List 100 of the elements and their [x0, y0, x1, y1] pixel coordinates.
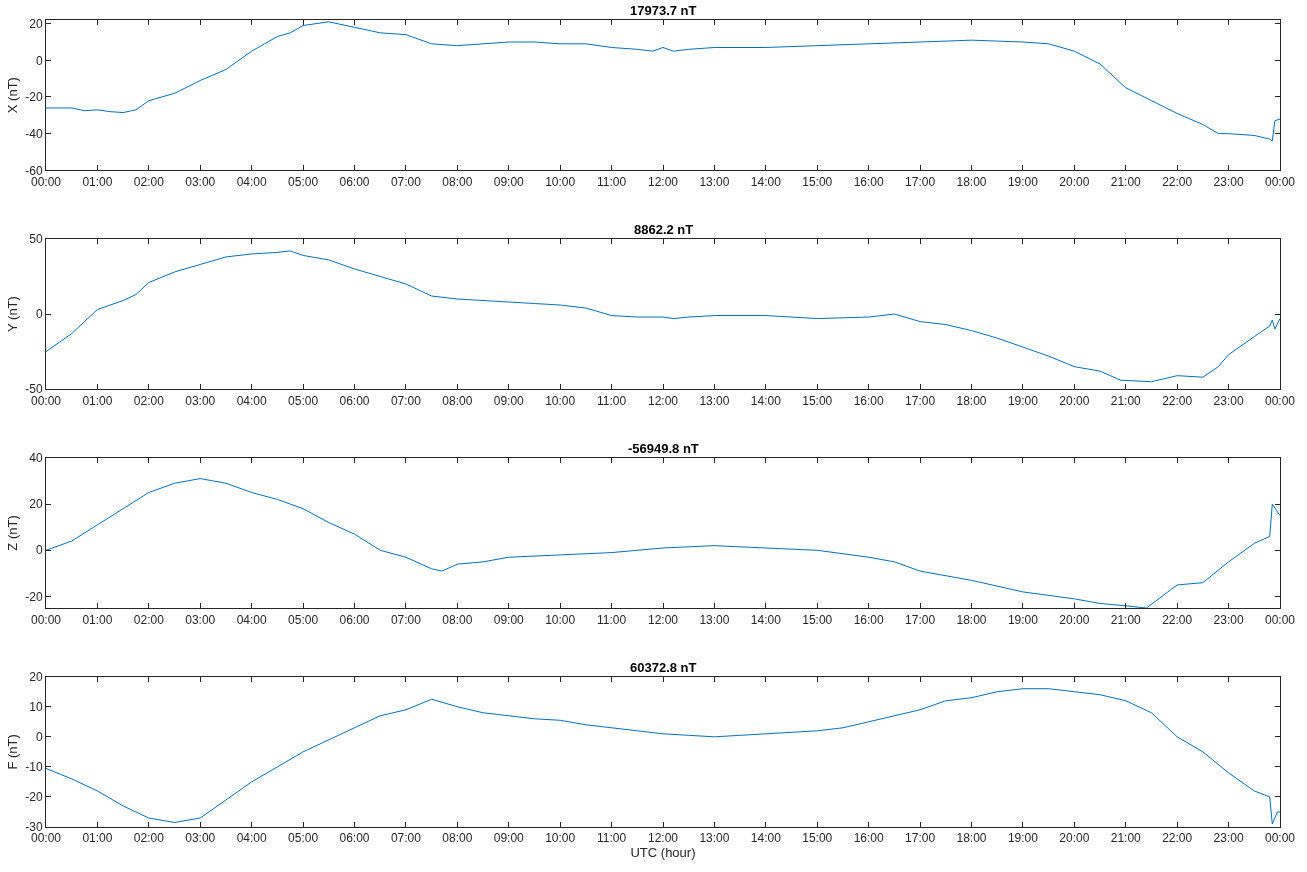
y-tick-label: -10 — [25, 760, 43, 775]
x-tick-label: 05:00 — [288, 393, 319, 408]
line-series — [46, 250, 1280, 383]
x-tick-label: 06:00 — [339, 174, 370, 189]
x-tick-label: 15:00 — [802, 612, 833, 627]
x-tick-label: 15:00 — [802, 831, 833, 846]
y-tick-label: 0 — [35, 730, 43, 745]
x-tick-label: 16:00 — [853, 612, 885, 627]
x-tick-label: 11:00 — [597, 831, 627, 846]
x-tick-label: 22:00 — [1162, 612, 1193, 627]
x-tick-label: 22:00 — [1162, 393, 1193, 408]
chart-title: 17973.7 nT — [630, 3, 697, 18]
x-tick-label: 04:00 — [236, 393, 268, 408]
x-tick-label: 14:00 — [750, 831, 782, 846]
y-tick-label: 0 — [35, 543, 43, 558]
x-tick-label: 02:00 — [133, 612, 165, 627]
x-tick-label: 19:00 — [1007, 393, 1039, 408]
x-tick-label: 05:00 — [288, 174, 319, 189]
x-tick-label: 00:00 — [1264, 612, 1296, 627]
x-tick-label: 06:00 — [339, 612, 370, 627]
x-tick-label: 20:00 — [1059, 174, 1090, 189]
y-axis-title: Y (nT) — [5, 296, 21, 332]
x-tick-label: 10:00 — [545, 612, 576, 627]
x-tick-label: 09:00 — [493, 831, 525, 846]
y-tick-label: 40 — [29, 451, 43, 465]
x-tick-label: 07:00 — [390, 393, 422, 408]
x-tick-label: 23:00 — [1213, 831, 1244, 846]
x-tick-label: 16:00 — [853, 831, 885, 846]
x-tick-label: 20:00 — [1059, 393, 1090, 408]
y-tick-label: 10 — [29, 699, 43, 714]
x-tick-label: 00:00 — [1264, 831, 1296, 846]
x-tick-label: 05:00 — [288, 831, 319, 846]
x-tick-label: 07:00 — [390, 174, 422, 189]
chart-title: 8862.2 nT — [634, 222, 694, 237]
x-tick-label: 03:00 — [185, 393, 216, 408]
x-tick-label: 10:00 — [545, 393, 576, 408]
x-tick-label: 21:00 — [1110, 612, 1142, 627]
x-tick-label: 15:00 — [802, 393, 833, 408]
x-tick-label: 16:00 — [853, 393, 885, 408]
x-tick-label: 19:00 — [1007, 831, 1039, 846]
x-tick-label: 09:00 — [493, 612, 525, 627]
x-tick-label: 04:00 — [236, 612, 268, 627]
x-tick-label: 21:00 — [1110, 393, 1142, 408]
x-tick-label: 08:00 — [442, 393, 473, 408]
x-tick-label: 18:00 — [956, 831, 987, 846]
x-tick-label: 14:00 — [750, 393, 782, 408]
x-tick-label: 06:00 — [339, 831, 370, 846]
x-tick-label: 15:00 — [802, 174, 833, 189]
x-tick-label: 22:00 — [1162, 831, 1193, 846]
x-tick-label: 10:00 — [545, 831, 576, 846]
x-tick-label: 17:00 — [905, 393, 936, 408]
x-tick-label: 21:00 — [1110, 831, 1142, 846]
x-tick-label: 19:00 — [1007, 174, 1039, 189]
x-tick-label: 12:00 — [647, 393, 679, 408]
chart-title: 60372.8 nT — [630, 660, 697, 675]
y-tick-label: 0 — [35, 53, 43, 68]
x-tick-label: 05:00 — [288, 612, 319, 627]
x-tick-label: 01:00 — [82, 831, 113, 846]
x-tick-label: 14:00 — [750, 612, 782, 627]
x-tick-label: 17:00 — [905, 831, 936, 846]
x-tick-label: 22:00 — [1162, 174, 1193, 189]
x-tick-label: 17:00 — [905, 174, 936, 189]
x-tick-label: 23:00 — [1213, 393, 1244, 408]
x-tick-label: 00:00 — [30, 612, 62, 627]
x-tick-label: 09:00 — [493, 174, 525, 189]
x-tick-label: 09:00 — [493, 393, 525, 408]
x-tick-label: 00:00 — [1264, 174, 1296, 189]
x-tick-label: 07:00 — [390, 612, 422, 627]
y-axis-title: F (nT) — [5, 734, 21, 770]
x-tick-label: 16:00 — [853, 174, 885, 189]
y-tick-label: -20 — [25, 589, 43, 604]
x-tick-label: 14:00 — [750, 174, 782, 189]
x-tick-label: 03:00 — [185, 612, 216, 627]
x-axis-title: UTC (hour) — [630, 845, 696, 861]
x-tick-label: 10:00 — [545, 174, 576, 189]
x-tick-label: 03:00 — [185, 831, 216, 846]
x-tick-label: 04:00 — [236, 831, 268, 846]
y-tick-label: 0 — [35, 307, 43, 322]
x-tick-label: 13:00 — [699, 612, 730, 627]
x-tick-label: 02:00 — [133, 831, 165, 846]
y-tick-label: 50 — [29, 232, 43, 247]
x-tick-label: 23:00 — [1213, 612, 1244, 627]
x-tick-label: 18:00 — [956, 393, 987, 408]
x-tick-label: 11:00 — [597, 174, 627, 189]
line-series — [46, 688, 1280, 825]
x-tick-label: 02:00 — [133, 174, 165, 189]
x-tick-label: 13:00 — [699, 393, 730, 408]
x-tick-label: 11:00 — [597, 393, 627, 408]
x-tick-label: 01:00 — [82, 393, 113, 408]
line-series — [46, 478, 1280, 609]
x-tick-label: 01:00 — [82, 612, 113, 627]
y-axis-title: X (nT) — [5, 77, 21, 114]
x-tick-label: 00:00 — [30, 831, 62, 846]
x-tick-label: 20:00 — [1059, 612, 1090, 627]
chart-title: -56949.8 nT — [628, 441, 699, 456]
y-tick-label: 20 — [29, 16, 43, 31]
x-tick-label: 23:00 — [1213, 174, 1244, 189]
x-tick-label: 13:00 — [699, 831, 730, 846]
y-tick-label: 20 — [29, 669, 43, 684]
x-tick-label: 18:00 — [956, 612, 987, 627]
